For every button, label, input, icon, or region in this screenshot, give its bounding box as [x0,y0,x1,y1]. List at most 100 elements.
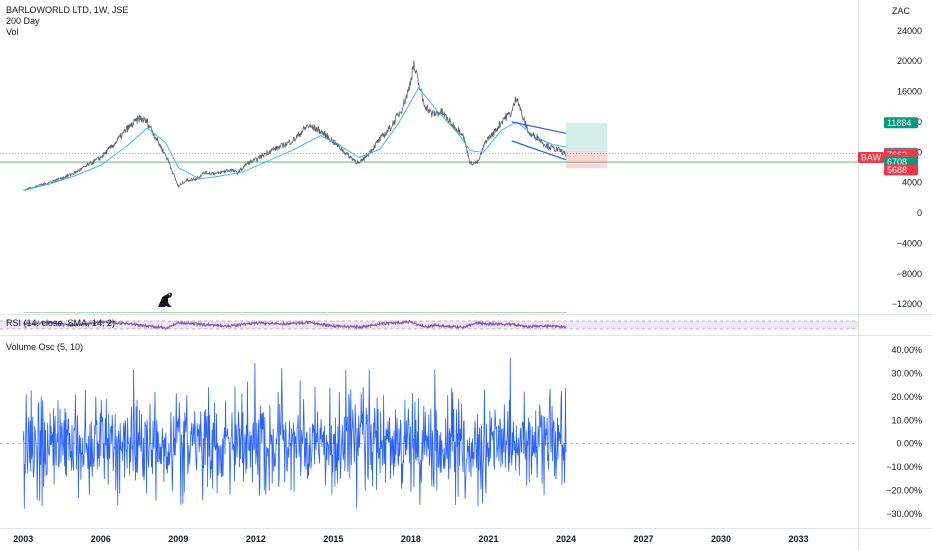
volume-bar [71,312,73,313]
volume-bar [418,312,420,313]
price-tag: 11884 [884,117,918,129]
volume-bar [164,312,166,313]
volume-bar [539,312,541,313]
volume-bar [478,312,479,313]
volume-bar [407,312,409,313]
volume-bar [172,312,174,313]
volume-bar [556,312,558,313]
volume-osc-pane[interactable]: 40.00% 30.00% 20.00% 10.00% 0.00% −10.00% −20.… [0,345,922,519]
volume-bar [400,312,402,313]
volume-bar [553,312,555,313]
channel-upper-line[interactable] [511,121,567,134]
volume-bar [31,312,33,313]
volume-bar [368,312,370,313]
volume-bar [411,312,413,313]
volume-bar [319,312,321,313]
volume-bar [279,312,281,313]
volume-bar [492,312,494,313]
volume-bar [316,312,318,313]
volume-bar [520,312,522,313]
price-badge-symbol: BAW [861,153,882,163]
volume-bar [232,312,234,313]
volume-bar [431,312,433,313]
volume-bar [512,312,514,313]
volume-bar [449,312,451,313]
volume-bar [393,312,394,313]
channel-lower-line[interactable] [511,140,567,161]
volume-bar [210,312,212,313]
volume-bar [132,312,133,313]
volume-bar [48,312,50,313]
price-badge: BAW [858,152,884,163]
volume-bar [119,312,121,313]
volume-bar [265,312,267,313]
volume-bar [178,312,180,313]
ma-legend[interactable]: 200 Day [6,16,40,26]
volume-bar [142,312,143,313]
volume-bar [133,312,134,313]
descending-channel[interactable] [511,121,567,161]
volume-bar [34,312,36,313]
volume-bar [114,312,116,313]
volume-bar [130,312,132,313]
volume-bar [392,312,394,313]
rsi-pane[interactable] [0,319,858,330]
time-tick-label: 2030 [711,534,731,544]
volume-bar [474,312,475,313]
volume-bar [315,312,317,313]
volume-bar [544,312,546,313]
volume-bar [348,312,350,313]
time-axis-ticks[interactable]: 2003 2006 2009 2012 2015 2018 2021 2024 2027 2030… [13,534,808,544]
volume-bar [97,312,99,313]
volume-bar [263,312,265,313]
price-pane[interactable]: 24000200001600012000800040000−4000−8000−… [0,26,922,316]
volume-bar [398,312,400,313]
vol-legend[interactable]: Vol [6,27,19,37]
volume-bar [122,312,124,313]
volume-bar [78,312,80,313]
volume-bar [394,312,395,313]
volume-bar [241,312,243,313]
volume-bar [52,312,53,313]
volume-bar [268,312,270,313]
volume-bar [80,312,82,313]
volume-bar [266,312,268,313]
volume-bar [328,312,330,313]
volume-bar [198,312,200,313]
volume-bar [220,312,222,313]
legend-price[interactable]: BARLOWORLD LTD, 1W, JSE 200 Day Vol [6,5,128,38]
volume-bar [374,312,376,313]
volume-bar [438,312,440,313]
volume-bar [459,312,461,313]
symbol-title[interactable]: BARLOWORLD LTD, 1W, JSE [6,5,129,15]
volume-bar [204,312,206,313]
volume-bar [240,313,242,314]
rsi-legend[interactable]: RSI (14, close, SMA, 14, 2) [6,318,116,328]
volume-bar [444,312,446,313]
volume-bar [356,312,358,313]
volume-bar [496,312,498,313]
volume-bar [330,312,332,313]
stop-zone[interactable] [565,150,608,169]
volume-osc-legend[interactable]: Volume Osc (5, 10) [6,342,84,352]
volume-bar [454,312,456,313]
volume-osc-tick-label: −20.00% [886,486,922,496]
volume-bar [285,312,287,313]
volume-bar [170,312,172,313]
volume-bar [171,312,173,313]
volume-bar [476,312,477,313]
volume-bar [466,312,467,313]
volume-bar [38,312,40,313]
volume-bar [140,312,142,313]
volume-bar [523,312,525,313]
price-tag: 5688 [884,164,918,176]
volume-bar [536,312,538,313]
target-zone[interactable] [565,122,608,151]
volume-bar [440,312,442,313]
volume-bar [339,312,341,313]
volume-bar [548,312,549,313]
volume-bar [307,312,309,313]
volume-bar [372,312,374,313]
volume-bar [156,312,158,313]
